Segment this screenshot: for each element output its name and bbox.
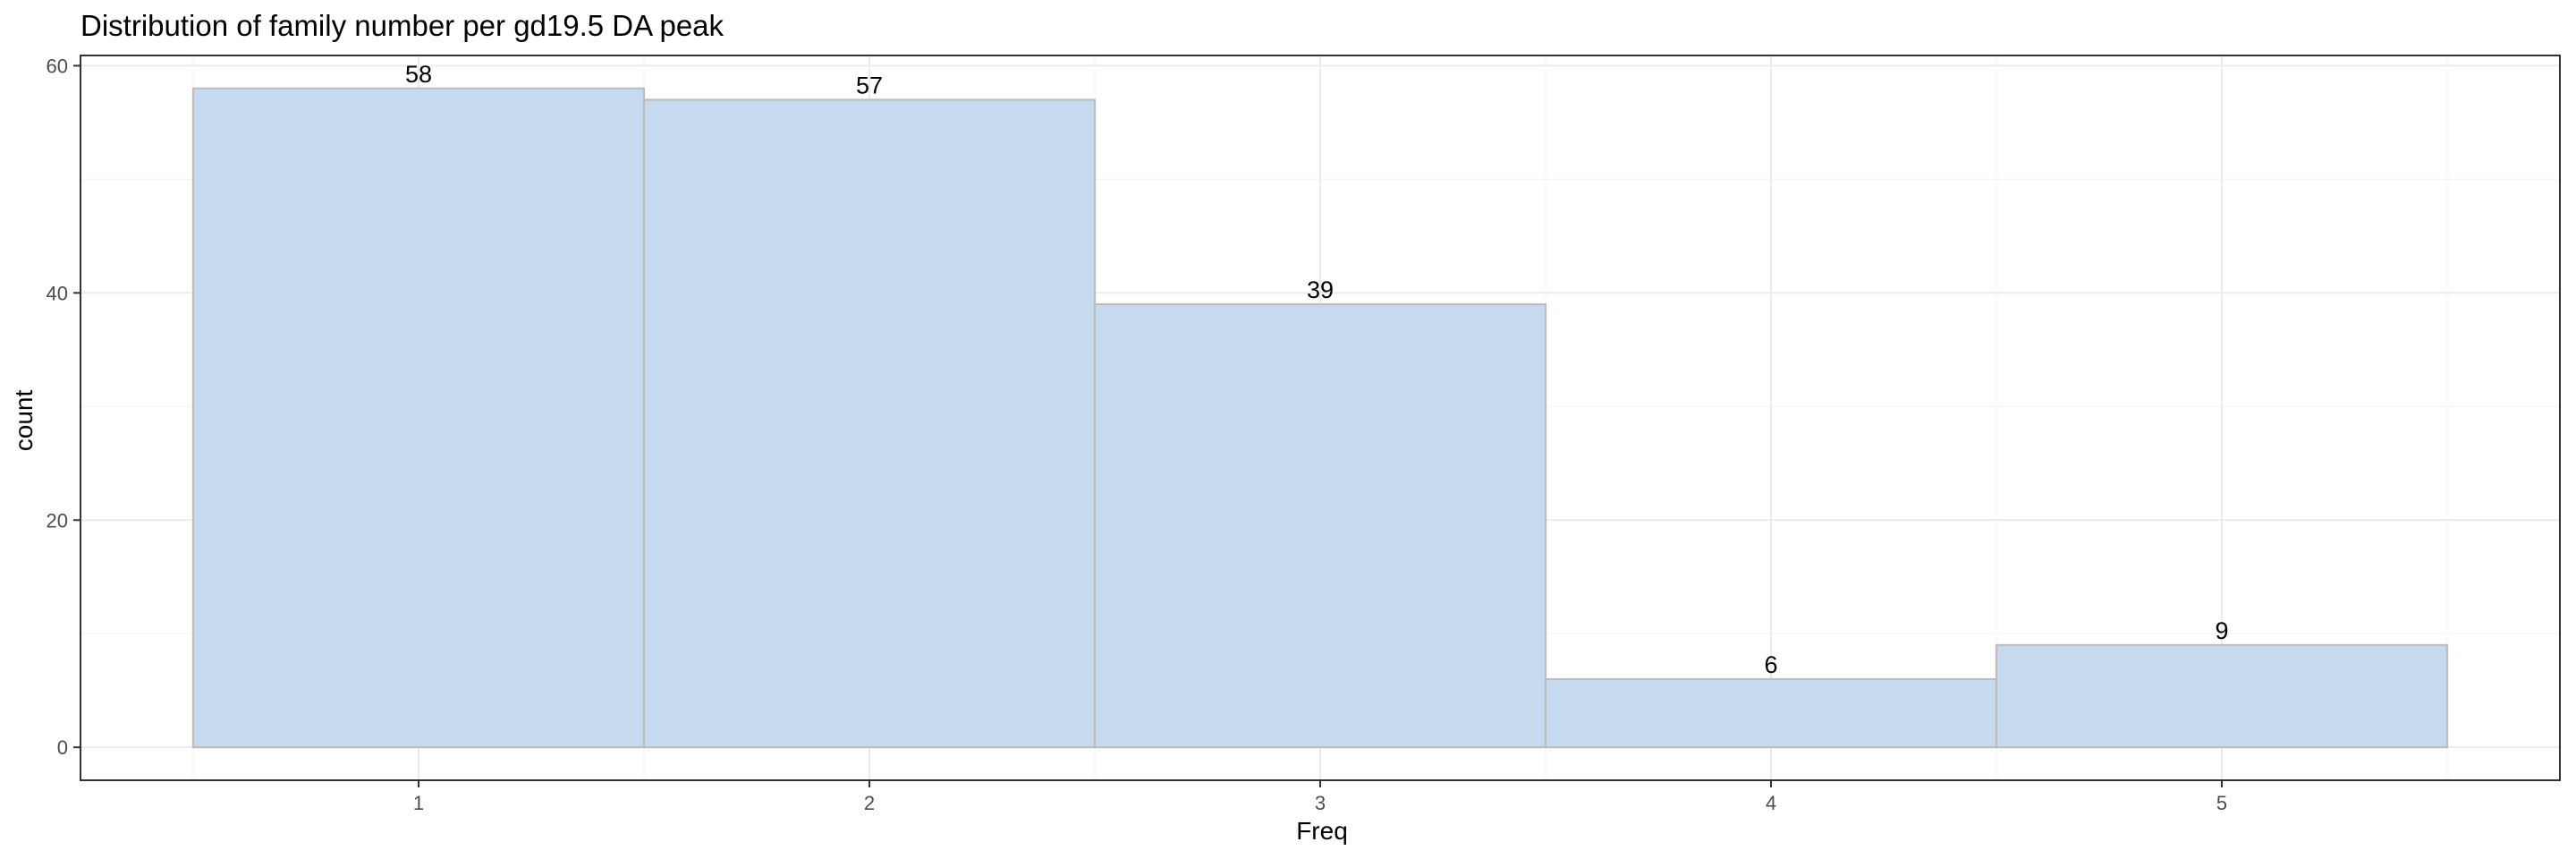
x-axis-title: Freq bbox=[1296, 817, 1348, 845]
bar-1 bbox=[191, 87, 646, 749]
chart-title: Distribution of family number per gd19.5… bbox=[80, 9, 724, 42]
bar-label-5: 9 bbox=[2215, 617, 2228, 644]
x-tick-label: 5 bbox=[2216, 792, 2227, 814]
bar-4 bbox=[1544, 677, 1998, 749]
bar-label-1: 58 bbox=[405, 61, 432, 88]
x-tick-label: 3 bbox=[1315, 792, 1326, 814]
y-axis: 0 20 40 60 bbox=[47, 55, 80, 759]
bar-5 bbox=[1995, 643, 2449, 749]
y-tick-label: 60 bbox=[47, 55, 68, 77]
y-tick-label: 40 bbox=[47, 282, 68, 304]
bars bbox=[191, 87, 2449, 749]
x-tick-label: 1 bbox=[413, 792, 424, 814]
x-tick-label: 4 bbox=[1766, 792, 1776, 814]
bar-label-4: 6 bbox=[1764, 651, 1777, 678]
bar-2 bbox=[642, 98, 1097, 749]
y-axis-title: count bbox=[10, 390, 38, 452]
bar-labels: 58 57 39 6 9 bbox=[405, 61, 2229, 678]
x-tick-label: 2 bbox=[864, 792, 875, 814]
bar-3 bbox=[1093, 302, 1547, 749]
y-tick-label: 0 bbox=[57, 736, 68, 759]
y-tick-label: 20 bbox=[47, 509, 68, 532]
bar-label-3: 39 bbox=[1307, 276, 1334, 303]
x-axis: 1 2 3 4 5 bbox=[413, 780, 2227, 814]
bar-label-2: 57 bbox=[856, 72, 883, 99]
